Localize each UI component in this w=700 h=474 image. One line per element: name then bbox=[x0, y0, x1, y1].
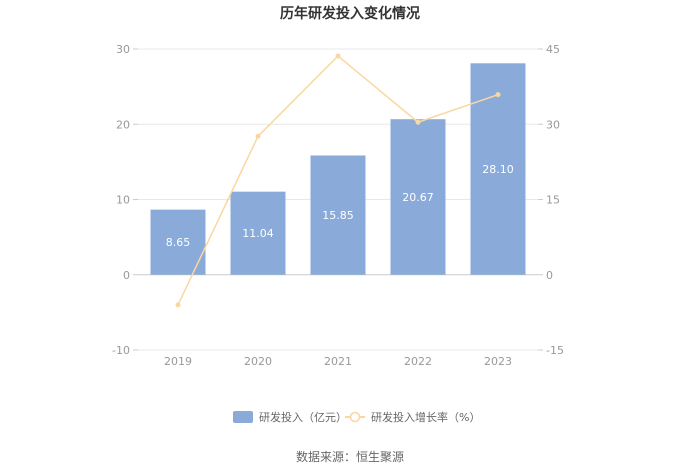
x-tick-label: 2021 bbox=[324, 355, 352, 368]
x-tick-label: 2020 bbox=[244, 355, 272, 368]
y-axis-right: -15 0 15 30 45 bbox=[538, 43, 564, 357]
y-left-tick-label: 0 bbox=[123, 269, 130, 282]
bar-2019[interactable] bbox=[150, 209, 206, 275]
legend-line-label[interactable]: 研发投入增长率（%） bbox=[371, 410, 480, 424]
line-series bbox=[175, 53, 501, 308]
x-tick-label: 2023 bbox=[484, 355, 512, 368]
growth-point-2020[interactable] bbox=[255, 133, 261, 139]
y-axis-left: -10 0 10 20 30 bbox=[112, 43, 138, 357]
y-right-tick-label: 45 bbox=[546, 43, 560, 56]
bar-value-label: 11.04 bbox=[242, 227, 274, 240]
y-right-tick-label: 0 bbox=[546, 269, 553, 282]
legend-bar-label[interactable]: 研发投入（亿元） bbox=[259, 410, 347, 424]
bar-value-label: 15.85 bbox=[322, 209, 354, 222]
x-tick-label: 2019 bbox=[164, 355, 192, 368]
y-right-tick-label: 30 bbox=[546, 118, 560, 131]
growth-point-2021[interactable] bbox=[335, 53, 341, 59]
y-left-tick-label: -10 bbox=[112, 344, 130, 357]
bar-2023[interactable] bbox=[470, 63, 526, 275]
bar-series: 8.65 11.04 15.85 20.67 28.10 bbox=[150, 63, 526, 275]
legend[interactable]: 研发投入（亿元） 研发投入增长率（%） bbox=[233, 410, 480, 424]
bar-2021[interactable] bbox=[310, 155, 366, 275]
y-right-tick-label: -15 bbox=[546, 344, 564, 357]
bar-value-label: 8.65 bbox=[166, 236, 191, 249]
growth-point-2019[interactable] bbox=[175, 302, 181, 308]
bar-2020[interactable] bbox=[230, 191, 286, 275]
growth-point-2023[interactable] bbox=[495, 92, 501, 98]
growth-point-2022[interactable] bbox=[415, 119, 421, 125]
y-left-tick-label: 10 bbox=[116, 194, 130, 207]
legend-bar-swatch[interactable] bbox=[233, 411, 253, 423]
x-axis: 2019 2020 2021 2022 2023 bbox=[164, 355, 512, 368]
bar-2022[interactable] bbox=[390, 119, 446, 275]
legend-line-marker[interactable] bbox=[349, 411, 361, 423]
y-right-tick-label: 15 bbox=[546, 194, 560, 207]
x-tick-label: 2022 bbox=[404, 355, 432, 368]
bar-value-label: 28.10 bbox=[482, 163, 514, 176]
y-left-tick-label: 20 bbox=[116, 118, 130, 131]
chart-title: 历年研发投入变化情况 bbox=[280, 5, 420, 22]
data-source: 数据来源：恒生聚源 bbox=[296, 449, 404, 464]
bar-value-label: 20.67 bbox=[402, 191, 434, 204]
y-left-tick-label: 30 bbox=[116, 43, 130, 56]
